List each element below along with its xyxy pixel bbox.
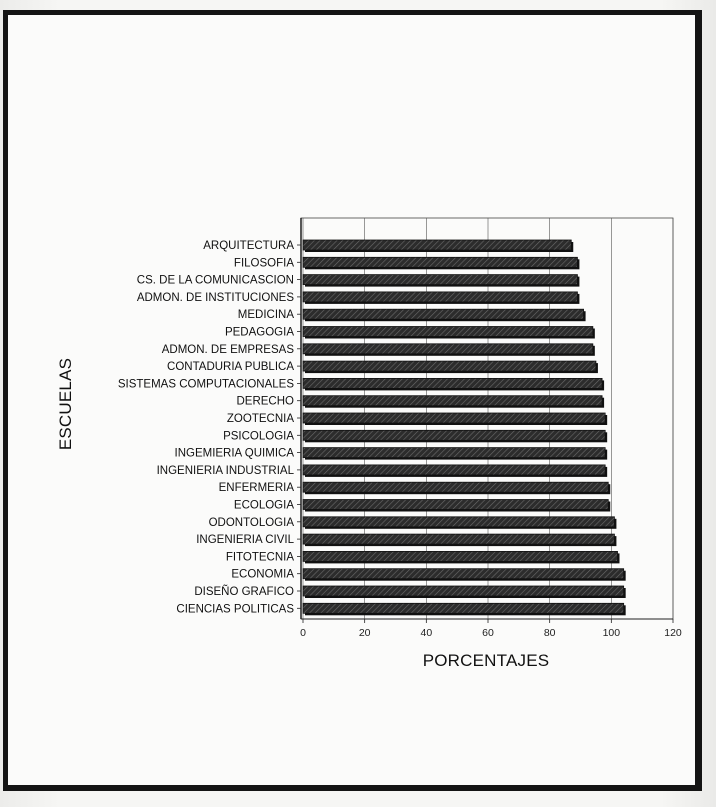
category-label: MEDICINA (238, 309, 295, 321)
bar (302, 447, 606, 459)
bar (302, 464, 606, 476)
x-tick-label-40: 40 (420, 627, 432, 639)
x-tick-label-60: 60 (482, 627, 494, 639)
x-tick-label-100: 100 (603, 627, 621, 639)
x-axis-label: PORCENTAJES (423, 651, 550, 670)
category-label: SISTEMAS COMPUTACIONALES (118, 378, 294, 390)
bar (302, 239, 572, 251)
category-labels: ARQUITECTURA FILOSOFIA CS. DE LA COMUNICAS… (118, 240, 301, 615)
category-label: ODONTOLOGIA (209, 517, 295, 529)
y-axis-label: ESCUELAS (56, 358, 75, 450)
category-label: CONTADURIA PUBLICA (167, 361, 294, 373)
category-label: ENFERMERIA (219, 482, 295, 494)
category-label: FILOSOFIA (234, 257, 294, 269)
category-label: INGEMIERIA QUIMICA (175, 448, 295, 460)
x-tick-label-0: 0 (300, 627, 306, 639)
bar (302, 516, 615, 528)
category-label: INGENIERIA CIVIL (196, 534, 294, 546)
category-label: PEDAGOGIA (225, 327, 294, 339)
bar (302, 412, 606, 424)
x-ticks: 0 20 40 60 80 100 120 (300, 619, 682, 639)
bar (302, 551, 618, 562)
bar (302, 585, 625, 597)
category-label: ADMON. DE INSTITUCIONES (137, 292, 295, 304)
category-label: INGENIERIA INDUSTRIAL (157, 465, 295, 477)
bar (302, 343, 594, 355)
category-label: CS. DE LA COMUNICASCION (137, 275, 294, 287)
bar (302, 308, 584, 320)
category-label: FITOTECNIA (226, 551, 294, 563)
bar (302, 326, 594, 337)
category-label: ARQUITECTURA (203, 240, 294, 252)
category-label: PSICOLOGIA (223, 430, 294, 442)
bar (302, 291, 578, 303)
category-label: ADMON. DE EMPRESAS (162, 344, 295, 356)
category-label: CIENCIAS POLITICAS (176, 603, 294, 615)
category-label: DERECHO (236, 396, 294, 408)
bar (302, 377, 603, 389)
category-label: DISEÑO GRAFICO (194, 585, 294, 598)
bars (302, 239, 626, 616)
bar (302, 481, 609, 493)
bar (302, 602, 625, 614)
bar (302, 533, 615, 545)
bar (302, 395, 603, 407)
bar (302, 256, 578, 268)
category-label: ZOOTECNIA (227, 413, 294, 425)
category-label: ECONOMIA (231, 569, 294, 581)
bar (302, 360, 597, 372)
category-label: ECOLOGIA (234, 500, 294, 512)
bar (302, 274, 578, 286)
bar (302, 429, 606, 441)
x-tick-label-80: 80 (544, 627, 556, 639)
x-tick-label-20: 20 (359, 627, 371, 639)
bar (302, 499, 609, 510)
bar (302, 568, 625, 580)
x-tick-label-120: 120 (664, 627, 682, 639)
